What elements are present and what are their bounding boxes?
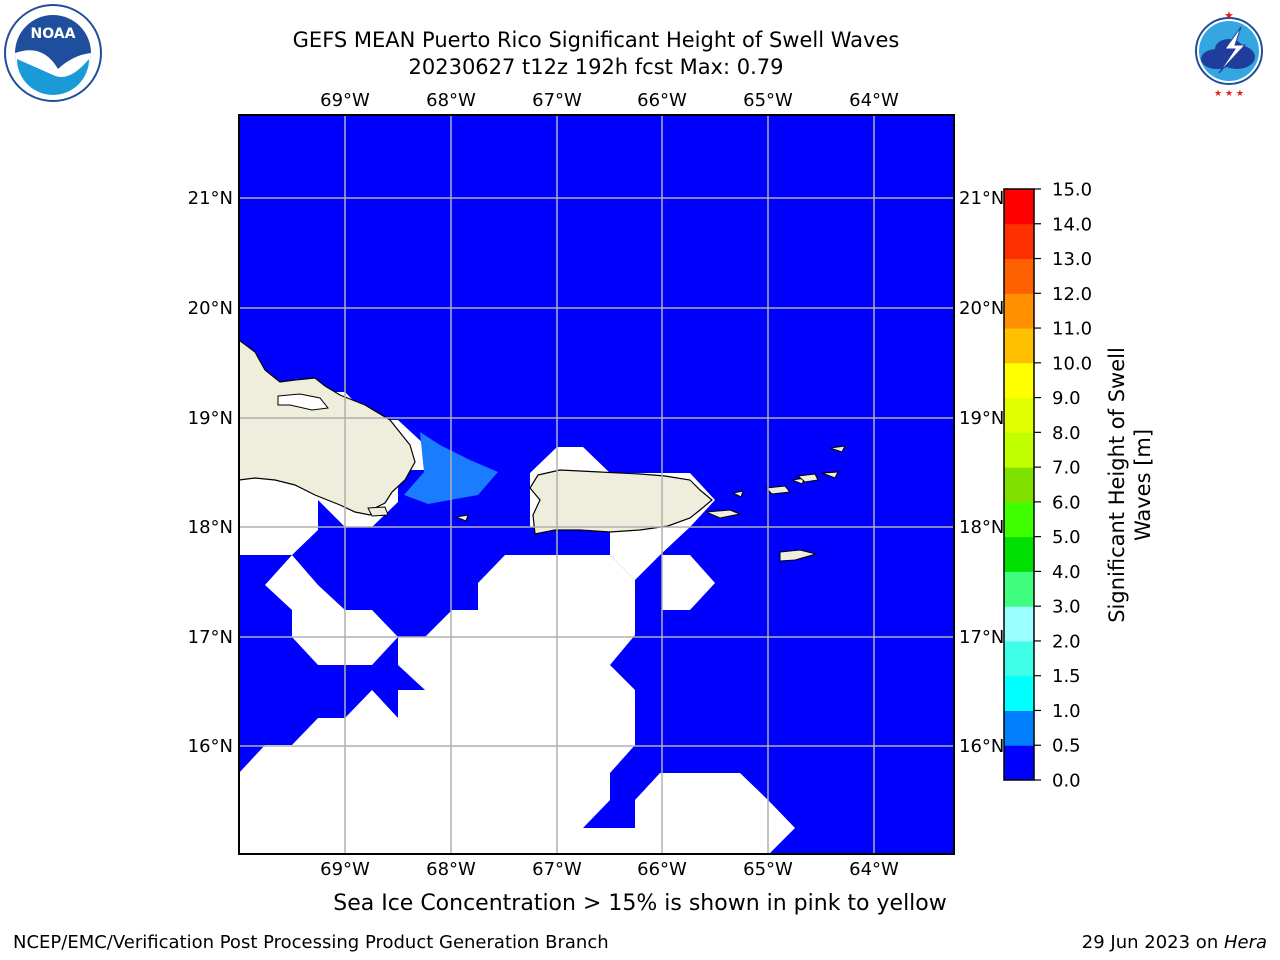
land-puerto-rico <box>529 469 713 535</box>
colorbar-ticks: 0.0 0.5 1.0 1.5 2.0 3.0 4.0 5.0 6.0 7.0 8.0 9.0 10.0… <box>1034 180 1092 792</box>
colorbar-tick-label: 1.5 <box>1052 666 1081 687</box>
colorbar-tick-label: 8.0 <box>1052 423 1081 444</box>
lat-label: 19°N <box>959 408 1004 429</box>
map-title: GEFS MEAN Puerto Rico Significant Height… <box>292 28 900 52</box>
colorbar-tick-label: 14.0 <box>1052 214 1092 235</box>
colorbar-tick-label: 13.0 <box>1052 249 1092 270</box>
colorbar-swatch <box>1004 640 1034 677</box>
colorbar-tick-label: 5.0 <box>1052 527 1081 548</box>
colorbar-swatch <box>1004 536 1034 572</box>
lat-label: 16°N <box>959 736 1004 757</box>
bay-outline <box>277 393 329 411</box>
lon-label: 66°W <box>637 90 687 111</box>
noaa-logo-text: NOAA <box>31 26 76 42</box>
lat-label: 21°N <box>188 188 233 209</box>
colorbar-tick-label: 0.5 <box>1052 736 1081 757</box>
lat-label: 17°N <box>959 627 1004 648</box>
graticule <box>239 115 954 854</box>
colorbar-tick-label: 4.0 <box>1052 562 1081 583</box>
colorbar-label-line1: Significant Height of Swell <box>1105 347 1129 623</box>
colorbar-tick-label: 1.0 <box>1052 701 1081 722</box>
lat-labels-right: 21°N 20°N 19°N 18°N 17°N 16°N <box>959 188 1004 757</box>
svg-text:★ ★ ★: ★ ★ ★ <box>1214 89 1244 99</box>
colorbar-swatch <box>1004 328 1034 364</box>
lon-label: 69°W <box>320 859 370 880</box>
lon-labels-top: 69°W 68°W 67°W 66°W 65°W 64°W <box>320 90 899 111</box>
small-islands <box>454 445 846 562</box>
colorbar-tick-label: 6.0 <box>1052 492 1081 513</box>
colorbar-swatch <box>1004 223 1034 260</box>
colorbar-swatch <box>1004 293 1034 329</box>
lat-labels-left: 21°N 20°N 19°N 18°N 17°N 16°N <box>188 188 233 757</box>
lon-label: 65°W <box>743 859 793 880</box>
noaa-logo: NOAA <box>4 4 102 102</box>
footer-branch: NCEP/EMC/Verification Post Processing Pr… <box>13 932 609 953</box>
lat-label: 20°N <box>959 298 1004 319</box>
lon-label: 69°W <box>320 90 370 111</box>
colorbar-swatch <box>1004 432 1034 468</box>
colorbar-swatch <box>1004 362 1034 399</box>
colorbar-swatch <box>1004 710 1034 746</box>
colorbar-swatch <box>1004 675 1034 711</box>
footer-date-text: 29 Jun 2023 on <box>1081 932 1224 953</box>
lon-label: 67°W <box>532 859 582 880</box>
lat-label: 17°N <box>188 627 233 648</box>
colorbar-swatch <box>1004 258 1034 294</box>
svg-text:★: ★ <box>1224 9 1234 22</box>
lon-label: 67°W <box>532 90 582 111</box>
colorbar-swatch <box>1004 189 1034 225</box>
lon-label: 68°W <box>426 859 476 880</box>
colorbar-tick-label: 11.0 <box>1052 319 1092 340</box>
map-frame <box>238 114 955 855</box>
colorbar-swatch <box>1004 745 1034 781</box>
nws-logo: ★ ★ ★ ★ <box>1181 3 1277 99</box>
footer-machine: Hera <box>1223 932 1267 953</box>
lon-label: 64°W <box>849 859 899 880</box>
lat-label: 21°N <box>959 188 1004 209</box>
colorbar-swatch <box>1004 606 1034 642</box>
lat-label: 19°N <box>188 408 233 429</box>
colorbar-swatch <box>1004 571 1034 607</box>
colorbar-tick-label: 7.0 <box>1052 458 1081 479</box>
lat-label: 18°N <box>188 517 233 538</box>
colorbar-tick-label: 3.0 <box>1052 597 1081 618</box>
lat-label: 20°N <box>188 298 233 319</box>
colorbar-tick-label: 0.0 <box>1052 771 1081 792</box>
colorbar-swatch <box>1004 397 1034 433</box>
colorbar-label-line2: Waves [m] <box>1131 429 1155 541</box>
map-subtitle: 20230627 t12z 192h fcst Max: 0.79 <box>408 55 784 79</box>
sea-ice-caption: Sea Ice Concentration > 15% is shown in … <box>333 891 947 916</box>
lon-labels-bottom: 69°W 68°W 67°W 66°W 65°W 64°W <box>320 859 899 880</box>
colorbar-swatch <box>1004 501 1034 538</box>
colorbar-swatch <box>1004 467 1034 503</box>
colorbar-tick-label: 2.0 <box>1052 631 1081 652</box>
footer-date: 29 Jun 2023 on Hera <box>1082 932 1267 953</box>
colorbar-tick-label: 15.0 <box>1052 180 1092 201</box>
lat-label: 16°N <box>188 736 233 757</box>
colorbar-tick-label: 9.0 <box>1052 388 1081 409</box>
colorbar-tick-label: 10.0 <box>1052 353 1092 374</box>
lon-label: 65°W <box>743 90 793 111</box>
lat-label: 18°N <box>959 517 1004 538</box>
lon-label: 68°W <box>426 90 476 111</box>
land-hispaniola <box>239 339 416 516</box>
lon-label: 66°W <box>637 859 687 880</box>
colorbar <box>1004 189 1034 781</box>
lon-label: 64°W <box>849 90 899 111</box>
colorbar-tick-label: 12.0 <box>1052 284 1092 305</box>
